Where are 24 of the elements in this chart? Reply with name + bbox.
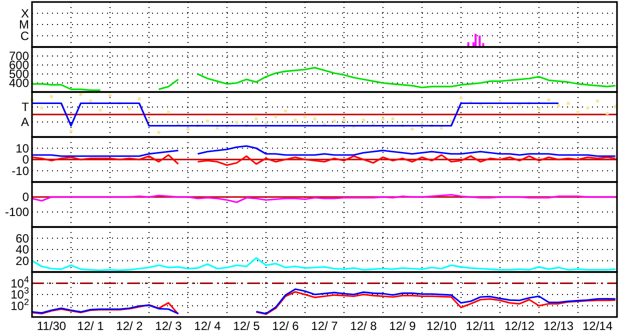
x-tick-label: 12/10 <box>426 319 457 333</box>
x-tick-label: 12/ 2 <box>116 319 144 333</box>
x-tick-label: 12/ 7 <box>311 319 338 333</box>
x-tick-label: 12/ 4 <box>194 319 222 333</box>
x-tick-label: 12/ 3 <box>155 319 182 333</box>
y-tick-label: 0 <box>22 190 30 204</box>
x-tick-label: 12/ 5 <box>233 319 260 333</box>
x-tick-label: 12/ 1 <box>77 319 104 333</box>
bar <box>478 36 481 47</box>
text: X <box>20 6 29 20</box>
x-tick-label: 12/12 <box>504 319 535 333</box>
text: T <box>22 100 30 114</box>
x-tick-label: 12/ 8 <box>350 319 378 333</box>
x-tick-label: 12/ 6 <box>272 319 300 333</box>
y-tick-label: 60 <box>16 231 30 246</box>
x-tick-label: 12/14 <box>582 319 613 333</box>
text: A <box>20 115 29 130</box>
x-tick-label: 12/13 <box>543 319 574 333</box>
x-tick-label: 11/30 <box>36 319 66 333</box>
bar <box>474 34 477 47</box>
x-tick-label: 12/ 9 <box>389 319 416 333</box>
x-tick-label: 12/11 <box>466 319 496 333</box>
y-tick-label: 10 <box>16 141 30 156</box>
y-tick-label: -100 <box>4 205 30 220</box>
